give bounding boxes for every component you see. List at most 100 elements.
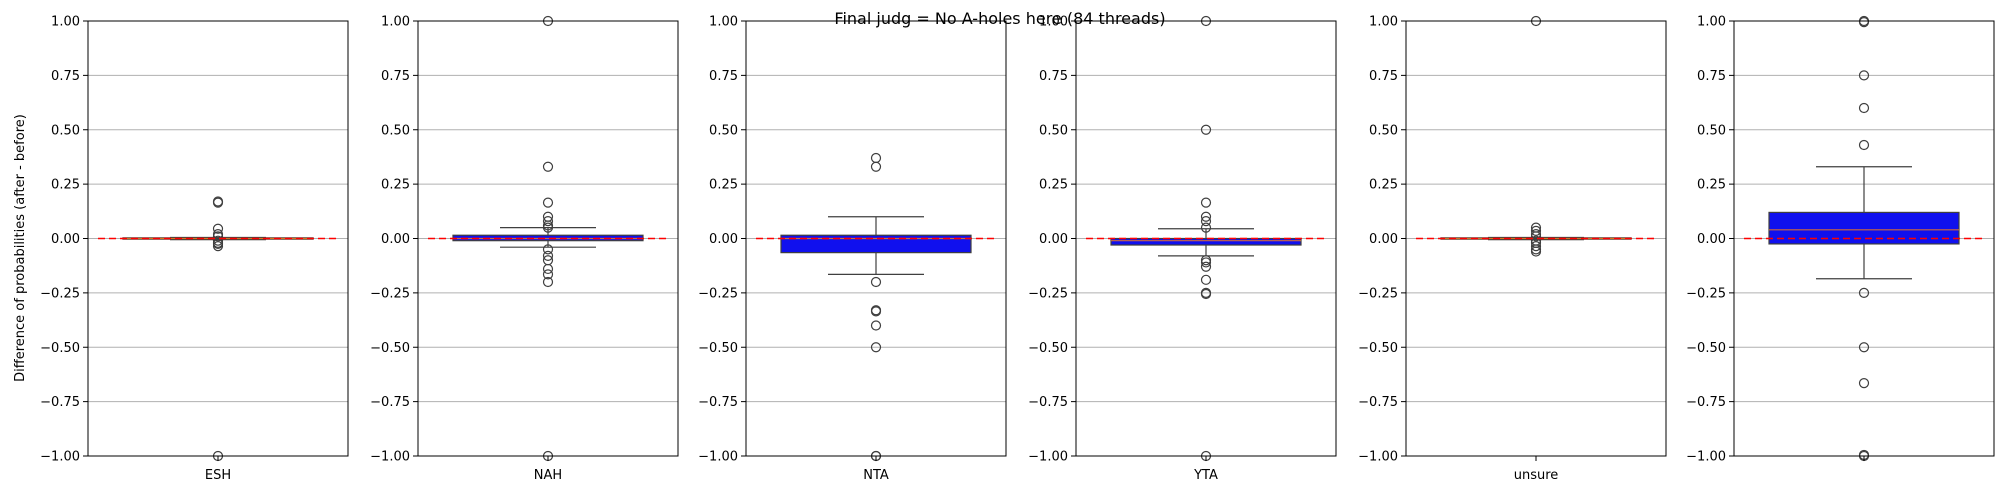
outlier-point (1200, 274, 1212, 285)
y-tick-label: −0.75 (1686, 395, 1726, 410)
x-tick-label: ESH (205, 468, 231, 483)
y-tick-label: −1.00 (1686, 450, 1726, 465)
outlier-point (1858, 139, 1870, 151)
y-tick-label: −0.50 (698, 341, 738, 356)
y-tick-label: 0.00 (1039, 232, 1068, 247)
y-tick-label: 0.00 (1697, 232, 1726, 247)
y-tick-label: 1.00 (51, 15, 80, 30)
outlier-point (1858, 70, 1870, 81)
panel-extra: −1.00 −0.75 −0.50 −0.25 0.00 0.25 0.50 0.75 1.00 (1686, 15, 1995, 465)
outlier-point (1200, 211, 1212, 222)
y-tick-label: −0.50 (1358, 341, 1398, 356)
outlier-point (1530, 231, 1542, 242)
y-tick-label: 0.25 (709, 178, 738, 193)
y-tick-label: −0.50 (1028, 341, 1068, 356)
panels-layer: −1.00 −0.75 −0.50 −0.25 0.00 0.25 0.50 0.75 1.00… (40, 15, 1995, 483)
panel-YTA: −1.00 −0.75 −0.50 −0.25 0.00 0.25 0.50 0.75 1.00… (1028, 15, 1337, 483)
y-tick-label: 0.25 (1039, 178, 1068, 193)
y-tick-label: −1.00 (40, 450, 80, 465)
x-tick-label: YTA (1193, 468, 1218, 483)
box (1768, 211, 1960, 245)
panel-NAH: −1.00 −0.75 −0.50 −0.25 0.00 0.25 0.50 0.75 1.00… (370, 15, 679, 483)
y-tick-label: 0.50 (51, 123, 80, 138)
panel-NTA: −1.00 −0.75 −0.50 −0.25 0.00 0.25 0.50 0.75 1.00… (698, 15, 1007, 483)
y-tick-label: −1.00 (1028, 450, 1068, 465)
y-tick-label: −0.50 (1686, 341, 1726, 356)
y-tick-label: −0.75 (370, 395, 410, 410)
outlier-point (870, 342, 882, 353)
y-tick-label: 1.00 (1697, 15, 1726, 30)
y-tick-label: −0.75 (698, 395, 738, 410)
y-tick-label: 0.00 (709, 232, 738, 247)
outlier-point (1200, 257, 1212, 268)
outlier-point (542, 276, 554, 288)
y-tick-label: −1.00 (1358, 450, 1398, 465)
y-tick-label: 1.00 (1369, 15, 1398, 30)
y-tick-label: −0.50 (40, 341, 80, 356)
y-tick-label: −0.75 (1358, 395, 1398, 410)
x-tick-label: NAH (534, 468, 562, 483)
outlier-point (870, 276, 882, 288)
outlier-point (1858, 102, 1870, 114)
outlier-point (1858, 16, 1870, 28)
outlier-point (1530, 241, 1542, 252)
box (780, 234, 972, 254)
outlier-point (542, 161, 554, 172)
y-tick-label: 0.75 (709, 69, 738, 84)
y-axis-label: Difference of probabilities (after - bef… (13, 114, 28, 382)
outlier-point (212, 241, 224, 252)
y-tick-label: 1.00 (709, 15, 738, 30)
y-tick-label: 0.50 (1697, 123, 1726, 138)
box (1110, 237, 1302, 246)
panel-ESH: −1.00 −0.75 −0.50 −0.25 0.00 0.25 0.50 0.75 1.00… (40, 15, 349, 483)
panel-unsure: −1.00 −0.75 −0.50 −0.25 0.00 0.25 0.50 0.75 1.00… (1358, 15, 1667, 483)
y-tick-label: 0.50 (1369, 123, 1398, 138)
y-tick-label: −0.75 (1028, 395, 1068, 410)
y-tick-label: 0.50 (1039, 123, 1068, 138)
y-tick-label: 0.25 (1369, 178, 1398, 193)
outlier-point (212, 231, 224, 242)
x-tick-label: unsure (1514, 468, 1559, 483)
outlier-point (870, 161, 882, 172)
outlier-point (1200, 197, 1212, 208)
outlier-point (542, 250, 554, 261)
y-tick-label: 0.75 (1369, 69, 1398, 84)
outlier-point (542, 244, 554, 255)
outlier-point (542, 216, 554, 227)
outlier-point (870, 306, 882, 317)
outlier-point (1530, 246, 1542, 257)
x-tick-label: NTA (863, 468, 889, 483)
outlier-point (542, 197, 554, 208)
y-tick-label: 0.75 (1039, 69, 1068, 84)
y-tick-label: 0.00 (1369, 232, 1398, 247)
y-tick-label: −0.75 (40, 395, 80, 410)
chart-title: Final judg = No A-holes here (84 threads… (834, 9, 1165, 28)
outlier-point (1200, 124, 1212, 135)
outlier-point (1200, 261, 1212, 272)
outlier-point (212, 223, 224, 234)
outlier-point (542, 222, 554, 233)
outlier-point (1858, 287, 1870, 298)
y-tick-label: −0.25 (40, 286, 80, 301)
outlier-point (212, 197, 224, 208)
y-tick-label: 0.25 (51, 178, 80, 193)
y-tick-label: 0.25 (1697, 178, 1726, 193)
outlier-point (870, 320, 882, 331)
outlier-point (1858, 378, 1870, 389)
y-tick-label: 0.50 (381, 123, 410, 138)
outlier-point (1530, 225, 1542, 236)
y-tick-label: −1.00 (370, 450, 410, 465)
y-tick-label: 0.75 (1697, 69, 1726, 84)
y-tick-label: 1.00 (381, 15, 410, 30)
y-tick-label: 1.00 (1039, 15, 1068, 30)
y-tick-label: 0.25 (381, 178, 410, 193)
y-tick-label: −0.25 (1358, 286, 1398, 301)
outlier-point (1858, 342, 1870, 353)
outlier-point (1200, 222, 1212, 233)
y-tick-label: −0.25 (370, 286, 410, 301)
y-tick-label: 0.75 (51, 69, 80, 84)
y-tick-label: −0.25 (1686, 286, 1726, 301)
y-tick-label: 0.50 (709, 123, 738, 138)
